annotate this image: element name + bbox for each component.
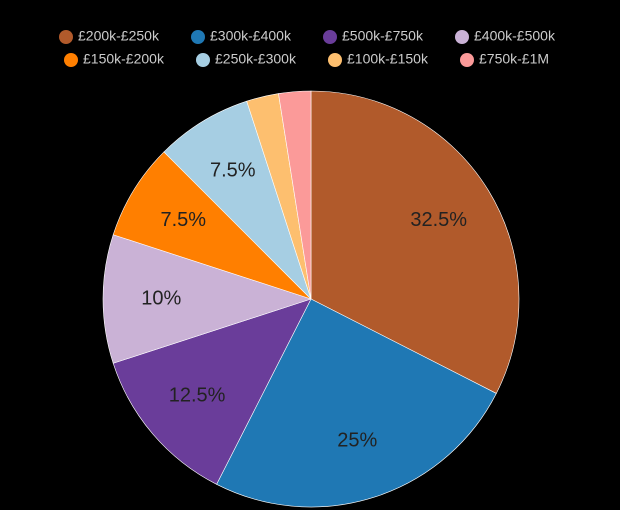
slice-label: 25% [337, 430, 377, 452]
pie-slice [163, 100, 312, 300]
legend-label: £500k-£750k [342, 28, 424, 44]
pie-slice [112, 151, 312, 300]
legend-label: £300k-£400k [210, 28, 292, 44]
legend-swatch [59, 30, 73, 44]
slice-label: 7.5% [210, 160, 256, 182]
legend-swatch [455, 30, 469, 44]
legend-label: £150k-£200k [83, 51, 165, 67]
legend-label: £750k-£1M [479, 51, 549, 67]
pie-slice [102, 234, 312, 364]
legend-label: £250k-£300k [215, 51, 297, 67]
legend-swatch [323, 30, 337, 44]
pie-slice [310, 90, 520, 394]
legend-label: £200k-£250k [78, 28, 160, 44]
pie-slice [112, 298, 312, 485]
pie-slice [216, 298, 497, 508]
slice-label: 12.5% [169, 385, 226, 407]
slice-label: 7.5% [161, 209, 207, 231]
legend-swatch [64, 53, 78, 67]
slice-label: 10% [141, 287, 181, 309]
legend-label: £400k-£500k [474, 28, 556, 44]
legend-label: £100k-£150k [347, 51, 429, 67]
slice-label: 32.5% [410, 209, 467, 231]
legend-swatch [460, 53, 474, 67]
legend-swatch [196, 53, 210, 67]
legend-swatch [191, 30, 205, 44]
pie-slice [278, 90, 312, 300]
legend-swatch [328, 53, 342, 67]
